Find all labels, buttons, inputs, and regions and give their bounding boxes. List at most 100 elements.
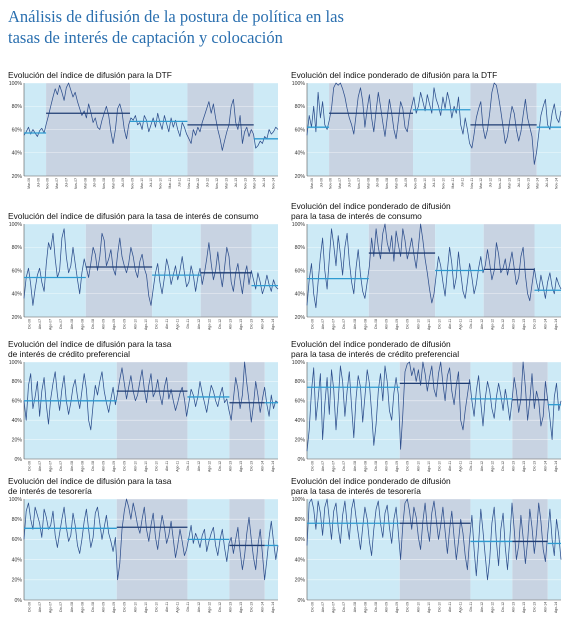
y-tick-label: 100%: [9, 81, 23, 87]
chart-panel-consumo-ponderado: Evolución del índice ponderado de difusi…: [291, 201, 563, 333]
regime-band-light: [187, 499, 230, 600]
x-tick-label: Dic-11: [186, 461, 190, 471]
regime-band-light: [470, 362, 513, 459]
x-tick-label: Ago-12: [207, 461, 211, 472]
x-tick-label: Ago-09: [112, 461, 116, 472]
x-tick-label: Jul-07: [65, 178, 69, 187]
y-tick-label: 40%: [12, 557, 23, 563]
x-tick-label: Abr-13: [229, 319, 233, 329]
series-line: [306, 498, 562, 581]
x-tick-label: Mar-07: [338, 178, 342, 189]
y-tick-label: 80%: [295, 379, 306, 385]
x-tick-label: Dic-11: [469, 319, 473, 329]
x-tick-label: Ago-14: [554, 319, 558, 330]
x-tick-label: Jul-11: [177, 178, 181, 187]
x-tick-label: Dic-10: [437, 319, 441, 329]
regime-band-light: [24, 499, 117, 600]
x-tick-label: Ago-11: [176, 602, 180, 613]
x-tick-label: Ago-11: [459, 602, 463, 613]
chart-title: Evolución del índice de difusión para la…: [8, 339, 172, 359]
y-tick-label: 80%: [12, 379, 23, 385]
y-tick-label: 0%: [15, 457, 23, 463]
y-tick-label: 80%: [295, 245, 306, 251]
x-tick-label: Jul-14: [262, 178, 266, 187]
x-tick-label: Dic-09: [406, 461, 410, 471]
y-tick-label: 40%: [12, 292, 23, 298]
x-tick-label: Dic-07: [342, 319, 346, 329]
x-tick-label: Dic-08: [374, 602, 378, 612]
regime-band-light: [264, 499, 278, 600]
chart-panel-tesoreria: Evolución del índice de difusión para la…: [8, 476, 280, 616]
x-tick-label: Ago-10: [144, 461, 148, 472]
x-tick-label: Ago-14: [554, 602, 558, 613]
y-tick-label: 20%: [295, 578, 306, 584]
x-tick-label: Ago-13: [239, 461, 243, 472]
x-tick-label: Ago-09: [395, 461, 399, 472]
series-line: [23, 498, 279, 581]
x-tick-label: Ago-13: [239, 319, 243, 330]
x-tick-label: Abr-11: [165, 602, 169, 612]
chart-panel-consumo: Evolución del índice de difusión para la…: [8, 201, 280, 333]
series-line: [306, 82, 562, 165]
x-tick-label: Abr-13: [512, 461, 516, 471]
x-tick-label: Ago-13: [522, 602, 526, 613]
x-tick-label: Ago-09: [395, 319, 399, 330]
regime-band-light: [264, 362, 278, 459]
x-tick-label: Abr-11: [448, 602, 452, 612]
regime-band-dark: [229, 499, 265, 600]
x-tick-label: Abr-07: [38, 319, 42, 329]
x-tick-label: Ago-12: [490, 602, 494, 613]
y-tick-label: 60%: [12, 537, 23, 543]
chart-tesoreria-ponderado: 0% 20% 40% 60% 80% 100% Dic-06 Abr-07 Ago-07 Dic-…: [292, 497, 562, 613]
y-tick-label: 40%: [295, 151, 306, 157]
chart-dtf-ponderado: 20% 40% 60% 80% 100% Mar-06 Jul-06 Nov-06 Mar-07…: [292, 81, 562, 189]
x-tick-label: Abr-07: [321, 461, 325, 471]
x-tick-label: Nov-09: [413, 178, 417, 189]
x-tick-label: Abr-08: [353, 602, 357, 612]
x-tick-label: Abr-09: [102, 319, 106, 329]
page-title-line-1: Análisis de difusión de la postura de po…: [8, 7, 344, 26]
chart-title: Evolución del índice ponderado de difusi…: [291, 70, 498, 80]
y-tick-label: 60%: [12, 268, 23, 274]
x-tick-label: Nov-09: [130, 178, 134, 189]
x-tick-label: Abr-13: [512, 602, 516, 612]
x-tick-label: Ago-07: [332, 319, 336, 330]
chart-title: Evolución del índice ponderado de difusi…: [291, 339, 460, 359]
x-tick-label: Abr-10: [133, 602, 137, 612]
x-tick-label: Ago-13: [522, 319, 526, 330]
x-tick-label: Ago-11: [459, 461, 463, 472]
x-tick-label: Ago-09: [112, 602, 116, 613]
chart-tesoreria: 0% 20% 40% 60% 80% 100% Dic-06 Abr-07 Ago-07 Dic-…: [9, 497, 279, 613]
x-tick-label: Nov-07: [357, 178, 361, 189]
x-tick-label: Abr-10: [416, 602, 420, 612]
y-tick-label: 20%: [295, 174, 306, 180]
x-tick-label: Mar-12: [479, 178, 483, 189]
x-tick-label: Ago-11: [176, 319, 180, 330]
x-tick-label: Dic-12: [501, 461, 505, 471]
regime-band-dark: [399, 499, 471, 600]
x-tick-label: Jul-13: [517, 178, 521, 187]
page-title-line-2: tasas de interés de captación y colocaci…: [8, 28, 283, 47]
x-tick-label: Nov-08: [102, 178, 106, 189]
x-tick-label: Abr-11: [448, 319, 452, 329]
x-tick-label: Nov-10: [159, 178, 163, 189]
x-tick-label: Abr-10: [133, 319, 137, 329]
x-tick-label: Ago-07: [332, 602, 336, 613]
x-tick-label: Abr-14: [543, 602, 547, 612]
x-tick-label: Dic-10: [437, 461, 441, 471]
x-tick-label: Dic-09: [123, 602, 127, 612]
x-tick-label: Abr-13: [512, 319, 516, 329]
y-tick-label: 60%: [12, 127, 23, 133]
y-tick-label: 80%: [295, 104, 306, 110]
x-tick-label: Ago-10: [144, 602, 148, 613]
regime-band-dark: [116, 362, 188, 459]
x-tick-label: Ago-10: [427, 602, 431, 613]
x-tick-label: Ago-14: [271, 319, 275, 330]
x-tick-label: Abr-14: [543, 319, 547, 329]
x-tick-label: Mar-13: [507, 178, 511, 189]
x-tick-label: Ago-08: [80, 602, 84, 613]
x-tick-label: Mar-08: [83, 178, 87, 189]
regime-band-dark: [229, 362, 265, 459]
x-tick-label: Abr-09: [385, 602, 389, 612]
x-tick-label: Dic-12: [218, 461, 222, 471]
